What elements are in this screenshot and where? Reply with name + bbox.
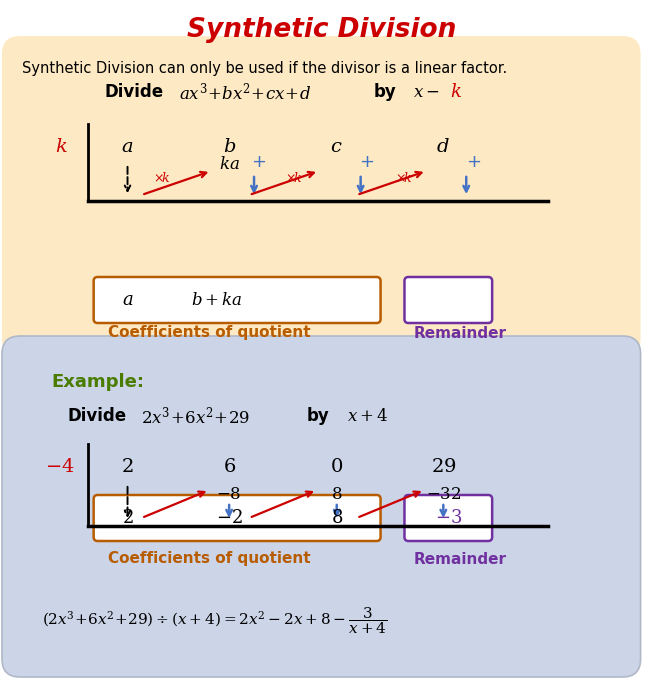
Text: $6$: $6$ <box>223 456 235 475</box>
Text: $k$: $k$ <box>55 136 68 155</box>
Text: $+$: $+$ <box>466 153 481 171</box>
Text: Synthetic Division can only be used if the divisor is a linear factor.: Synthetic Division can only be used if t… <box>22 60 507 75</box>
Text: Remainder: Remainder <box>413 325 507 340</box>
Text: $-2$: $-2$ <box>216 509 243 527</box>
Text: $+$: $+$ <box>252 153 266 171</box>
FancyBboxPatch shape <box>94 277 381 323</box>
Text: $0$: $0$ <box>330 456 343 475</box>
Text: by: by <box>373 83 396 101</box>
Text: $a$: $a$ <box>122 291 134 309</box>
FancyBboxPatch shape <box>404 277 492 323</box>
Text: Example:: Example: <box>52 373 145 391</box>
Text: $29$: $29$ <box>431 456 456 475</box>
Text: $c$: $c$ <box>330 136 343 155</box>
FancyBboxPatch shape <box>404 495 492 541</box>
Text: $a$: $a$ <box>121 136 134 155</box>
Text: $ax^3\!+\!bx^2\!+\!cx\!+\!d$: $ax^3\!+\!bx^2\!+\!cx\!+\!d$ <box>179 81 312 103</box>
Text: Coefficients of quotient: Coefficients of quotient <box>108 325 310 340</box>
Text: $ka$: $ka$ <box>219 155 239 173</box>
Text: Divide: Divide <box>68 407 127 425</box>
Text: Coefficients of quotient: Coefficients of quotient <box>108 551 310 566</box>
Text: by: by <box>307 407 330 425</box>
Text: $+$: $+$ <box>359 153 374 171</box>
Text: $\times\!k$: $\times\!k$ <box>153 171 170 185</box>
Text: $x-$: $x-$ <box>413 83 440 101</box>
Text: $-3$: $-3$ <box>435 509 462 527</box>
Text: $\times\!k$: $\times\!k$ <box>285 171 303 185</box>
Text: $8$: $8$ <box>331 509 343 527</box>
Text: $b + ka$: $b + ka$ <box>192 291 243 309</box>
Text: $8$: $8$ <box>331 485 342 503</box>
Text: $k$: $k$ <box>450 83 462 101</box>
Text: $-32$: $-32$ <box>426 485 461 503</box>
FancyBboxPatch shape <box>94 495 381 541</box>
Text: $d$: $d$ <box>437 136 450 155</box>
Text: $(2x^3\!+\!6x^2\!+\!29)\div(x+4)=2x^2-2x+8-\dfrac{3}{x+4}$: $(2x^3\!+\!6x^2\!+\!29)\div(x+4)=2x^2-2x… <box>42 606 387 636</box>
Text: $\times\!k$: $\times\!k$ <box>395 171 412 185</box>
FancyBboxPatch shape <box>2 336 640 677</box>
Text: $b$: $b$ <box>223 136 236 155</box>
Text: $2$: $2$ <box>122 509 134 527</box>
Text: $-8$: $-8$ <box>217 485 242 503</box>
Text: Synthetic Division: Synthetic Division <box>186 17 456 43</box>
Text: $2$: $2$ <box>121 456 134 475</box>
Text: Remainder: Remainder <box>413 551 507 566</box>
FancyBboxPatch shape <box>2 36 640 357</box>
Text: Divide: Divide <box>104 83 164 101</box>
Text: $x+4$: $x+4$ <box>347 407 388 425</box>
Text: $2x^3\!+\!6x^2\!+\!29$: $2x^3\!+\!6x^2\!+\!29$ <box>141 405 250 427</box>
Text: $-4$: $-4$ <box>45 456 75 475</box>
